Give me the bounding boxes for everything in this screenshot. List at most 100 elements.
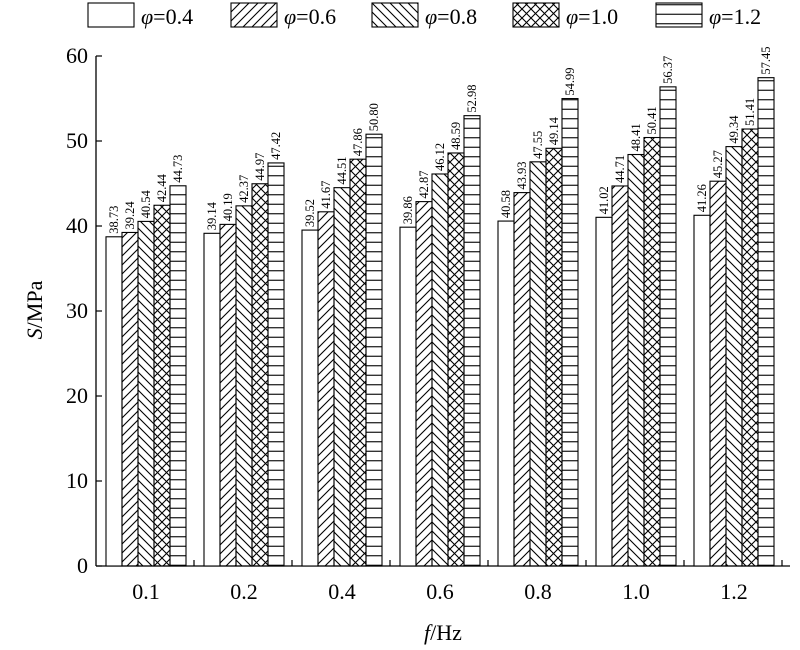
legend-swatch <box>371 2 419 28</box>
bar <box>137 220 155 567</box>
legend-swatch <box>512 2 560 28</box>
bar <box>105 236 123 567</box>
bar <box>513 192 531 567</box>
data-label: 44.73 <box>171 155 185 183</box>
bar <box>415 201 433 567</box>
bar <box>399 226 417 567</box>
legend-swatch <box>87 2 135 28</box>
y-axis-label: S/MPa <box>22 280 47 339</box>
legend-label: φ=1.0 <box>566 4 618 29</box>
y-axis-label-unit: /MPa <box>22 280 47 328</box>
data-label: 49.14 <box>547 116 561 145</box>
data-label: 39.24 <box>123 201 137 230</box>
x-tick-label: 0.1 <box>132 579 160 604</box>
x-tick-label: 1.2 <box>720 579 748 604</box>
bar <box>267 162 285 567</box>
bar <box>725 146 743 567</box>
x-tick-label: 0.4 <box>328 579 356 604</box>
data-label: 40.54 <box>139 190 153 219</box>
data-label: 47.86 <box>351 128 365 156</box>
data-label: 46.12 <box>433 143 447 171</box>
data-label: 48.59 <box>449 122 463 150</box>
data-label: 48.41 <box>629 123 643 151</box>
y-tick-label: 30 <box>66 298 88 323</box>
x-axis-label-unit: /Hz <box>430 620 462 645</box>
data-label: 42.37 <box>237 175 251 203</box>
bar <box>203 232 221 567</box>
data-label: 38.73 <box>107 206 121 234</box>
legend-swatch <box>655 2 703 28</box>
bar <box>431 173 449 567</box>
bar <box>757 77 775 567</box>
bar <box>169 185 187 567</box>
bar <box>463 115 481 567</box>
bar <box>595 216 613 567</box>
x-tick-label: 0.8 <box>524 579 552 604</box>
data-label: 56.37 <box>661 56 675 84</box>
legend: φ=0.4 φ=0.6 φ=0.8 φ=1.0 φ=1.2 <box>87 2 761 29</box>
bar <box>447 152 465 567</box>
legend-label: φ=0.8 <box>425 4 477 29</box>
legend-label: φ=1.2 <box>709 4 761 29</box>
data-label: 49.34 <box>727 115 741 144</box>
bar <box>317 211 335 567</box>
bar <box>693 214 711 567</box>
data-label: 41.02 <box>597 186 611 214</box>
data-label: 41.67 <box>319 181 333 209</box>
bar <box>611 185 629 567</box>
data-label: 44.97 <box>253 153 267 181</box>
data-label: 44.51 <box>335 157 349 185</box>
data-label: 39.14 <box>205 201 219 230</box>
bar <box>659 86 677 567</box>
bar <box>497 220 515 567</box>
data-label: 40.58 <box>499 190 513 218</box>
y-tick-label: 60 <box>66 43 88 68</box>
bar <box>643 136 661 567</box>
legend-swatch <box>230 2 278 28</box>
bar <box>251 183 269 567</box>
data-label: 44.71 <box>613 155 627 183</box>
x-axis-label: f/Hz <box>424 620 462 645</box>
bar <box>561 98 579 567</box>
bar <box>153 204 171 567</box>
data-label: 51.41 <box>743 98 757 126</box>
bar <box>709 180 727 567</box>
y-tick-label: 50 <box>66 128 88 153</box>
data-label: 57.45 <box>759 47 773 75</box>
data-label: 54.99 <box>563 67 577 95</box>
bar <box>545 147 563 567</box>
data-label: 42.44 <box>155 173 169 202</box>
bar <box>349 158 367 567</box>
bar <box>529 161 547 567</box>
bar <box>219 223 237 567</box>
bar <box>741 128 759 567</box>
data-label: 43.93 <box>515 161 529 189</box>
x-tick-label: 1.0 <box>622 579 650 604</box>
bar <box>627 153 645 567</box>
x-tick-label: 0.2 <box>230 579 258 604</box>
y-tick-label: 0 <box>77 553 88 578</box>
x-axis-label-var: f <box>424 620 433 645</box>
bar <box>301 229 319 567</box>
data-label: 45.27 <box>711 150 725 178</box>
y-tick-label: 10 <box>66 468 88 493</box>
bar <box>365 133 383 567</box>
data-label: 42.87 <box>417 170 431 198</box>
data-label: 41.26 <box>695 184 709 212</box>
legend-label: φ=0.6 <box>284 4 336 29</box>
bar <box>235 205 253 567</box>
data-label: 39.86 <box>401 196 415 224</box>
data-label: 47.42 <box>269 132 283 160</box>
bar <box>333 187 351 567</box>
data-label: 50.41 <box>645 106 659 134</box>
data-label: 47.55 <box>531 131 545 159</box>
x-tick-label: 0.6 <box>426 579 454 604</box>
data-label: 40.19 <box>221 193 235 221</box>
data-label: 50.80 <box>367 103 381 131</box>
data-label: 39.52 <box>303 199 317 227</box>
bar <box>121 231 139 567</box>
data-label: 52.98 <box>465 85 479 113</box>
legend-label: φ=0.4 <box>141 4 193 29</box>
